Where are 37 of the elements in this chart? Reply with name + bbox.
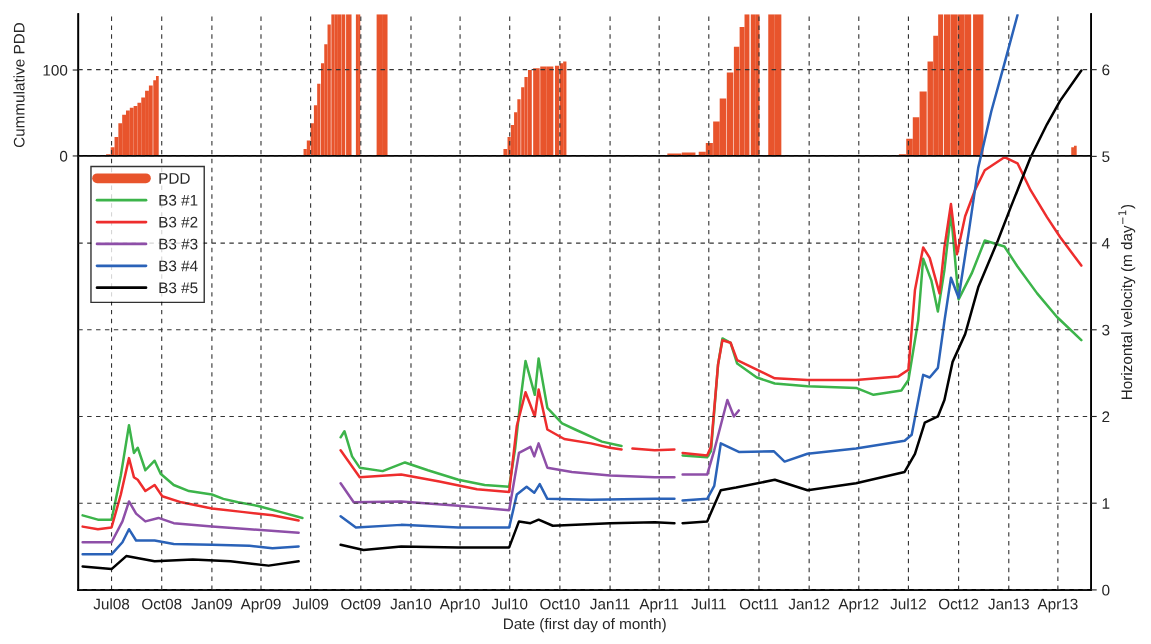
y2-tick-label: 5 [1102, 151, 1110, 163]
legend-label: PDD [159, 173, 190, 184]
x-tick-label: Oct11 [739, 598, 779, 610]
y2-tick-label: 6 [1102, 64, 1110, 76]
legend-label: B3 #5 [159, 282, 198, 294]
x-tick-label: Jan10 [390, 598, 432, 610]
x-tick-label: Apr13 [1037, 598, 1078, 613]
x-tick-label: Oct09 [341, 598, 381, 610]
x-tick-label: Oct08 [142, 598, 182, 610]
x-tick-label: Oct10 [540, 598, 580, 610]
y-tick-label: 100 [43, 64, 68, 76]
x-tick-label: Apr09 [240, 598, 281, 613]
x-tick-label: Jan12 [788, 598, 830, 610]
legend-label: B3 #2 [159, 216, 198, 228]
x-axis-title: Date (first day of month) [504, 618, 666, 633]
x-tick-label: Jul11 [691, 598, 726, 610]
x-tick-label: Apr10 [439, 598, 480, 613]
y2-tick-label: 4 [1101, 238, 1110, 249]
y-axis-title: Cummulative PDD [13, 22, 25, 148]
x-tick-label: Apr11 [639, 598, 679, 613]
x-tick-label: Jul12 [890, 598, 926, 610]
legend-label: B3 #1 [159, 194, 198, 206]
legend-label: B3 #4 [159, 260, 198, 272]
y2-tick-label: 1 [1102, 498, 1110, 509]
x-tick-label: Jan11 [590, 598, 630, 610]
x-tick-label: Jan09 [191, 598, 232, 610]
x-tick-label: Jul10 [491, 598, 528, 610]
x-tick-label: Jul08 [93, 598, 130, 610]
y2-axis-title: Horizontal velocity (m day$^{−1}$) [1118, 204, 1136, 400]
x-tick-label: Jul09 [292, 598, 329, 610]
y2-tick-label: 2 [1102, 411, 1110, 423]
x-tick-label: Jan13 [988, 598, 1029, 610]
x-tick-label: Apr12 [838, 598, 879, 613]
legend-label: B3 #3 [159, 238, 198, 250]
y2-tick-label: 0 [1102, 584, 1110, 596]
x-tick-label: Oct12 [938, 598, 979, 610]
y2-tick-label: 3 [1102, 324, 1110, 336]
